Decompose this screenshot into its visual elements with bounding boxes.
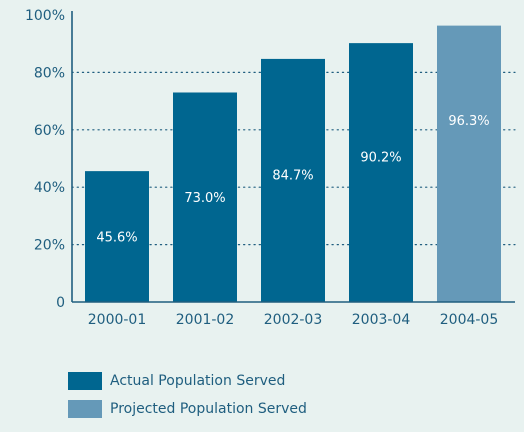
legend-item-projected: Projected Population Served — [68, 400, 307, 418]
legend-label-projected: Projected Population Served — [110, 401, 307, 417]
x-tick-2002-03: 2002-03 — [264, 312, 323, 328]
bar-2001-02 — [173, 92, 237, 303]
y-tick-0: 0 — [56, 295, 65, 311]
legend-swatch-projected — [68, 400, 102, 418]
y-tick-labels: 0 20% 40% 60% 80% 100% — [25, 8, 65, 311]
legend-item-actual: Actual Population Served — [68, 372, 307, 390]
bar-2003-04 — [349, 43, 413, 302]
y-tick-60: 60% — [34, 123, 65, 139]
data-label-2001-02: 73.0% — [184, 191, 225, 206]
x-tick-2000-01: 2000-01 — [88, 312, 147, 328]
y-tick-20: 20% — [34, 238, 65, 254]
x-tick-labels: 2000-01 2001-02 2002-03 2003-04 2004-05 — [88, 312, 499, 328]
data-label-2003-04: 90.2% — [360, 151, 401, 166]
axes — [71, 11, 515, 303]
x-tick-2004-05: 2004-05 — [440, 312, 499, 328]
x-tick-2003-04: 2003-04 — [352, 312, 411, 328]
data-label-2002-03: 84.7% — [272, 168, 313, 183]
bar-2000-01 — [85, 171, 149, 302]
data-label-2000-01: 45.6% — [96, 231, 137, 246]
bar-2002-03 — [261, 58, 325, 303]
legend-label-actual: Actual Population Served — [110, 373, 286, 389]
y-tick-40: 40% — [34, 180, 65, 196]
x-tick-2001-02: 2001-02 — [176, 312, 235, 328]
bar-2004-05 — [437, 25, 501, 303]
legend: Actual Population Served Projected Popul… — [68, 372, 307, 428]
y-tick-80: 80% — [34, 65, 65, 81]
y-tick-100: 100% — [25, 8, 65, 24]
data-label-2004-05: 96.3% — [448, 114, 489, 129]
legend-swatch-actual — [68, 372, 102, 390]
bars — [85, 25, 501, 303]
data-labels: 45.6% 73.0% 84.7% 90.2% 96.3% — [96, 114, 489, 246]
